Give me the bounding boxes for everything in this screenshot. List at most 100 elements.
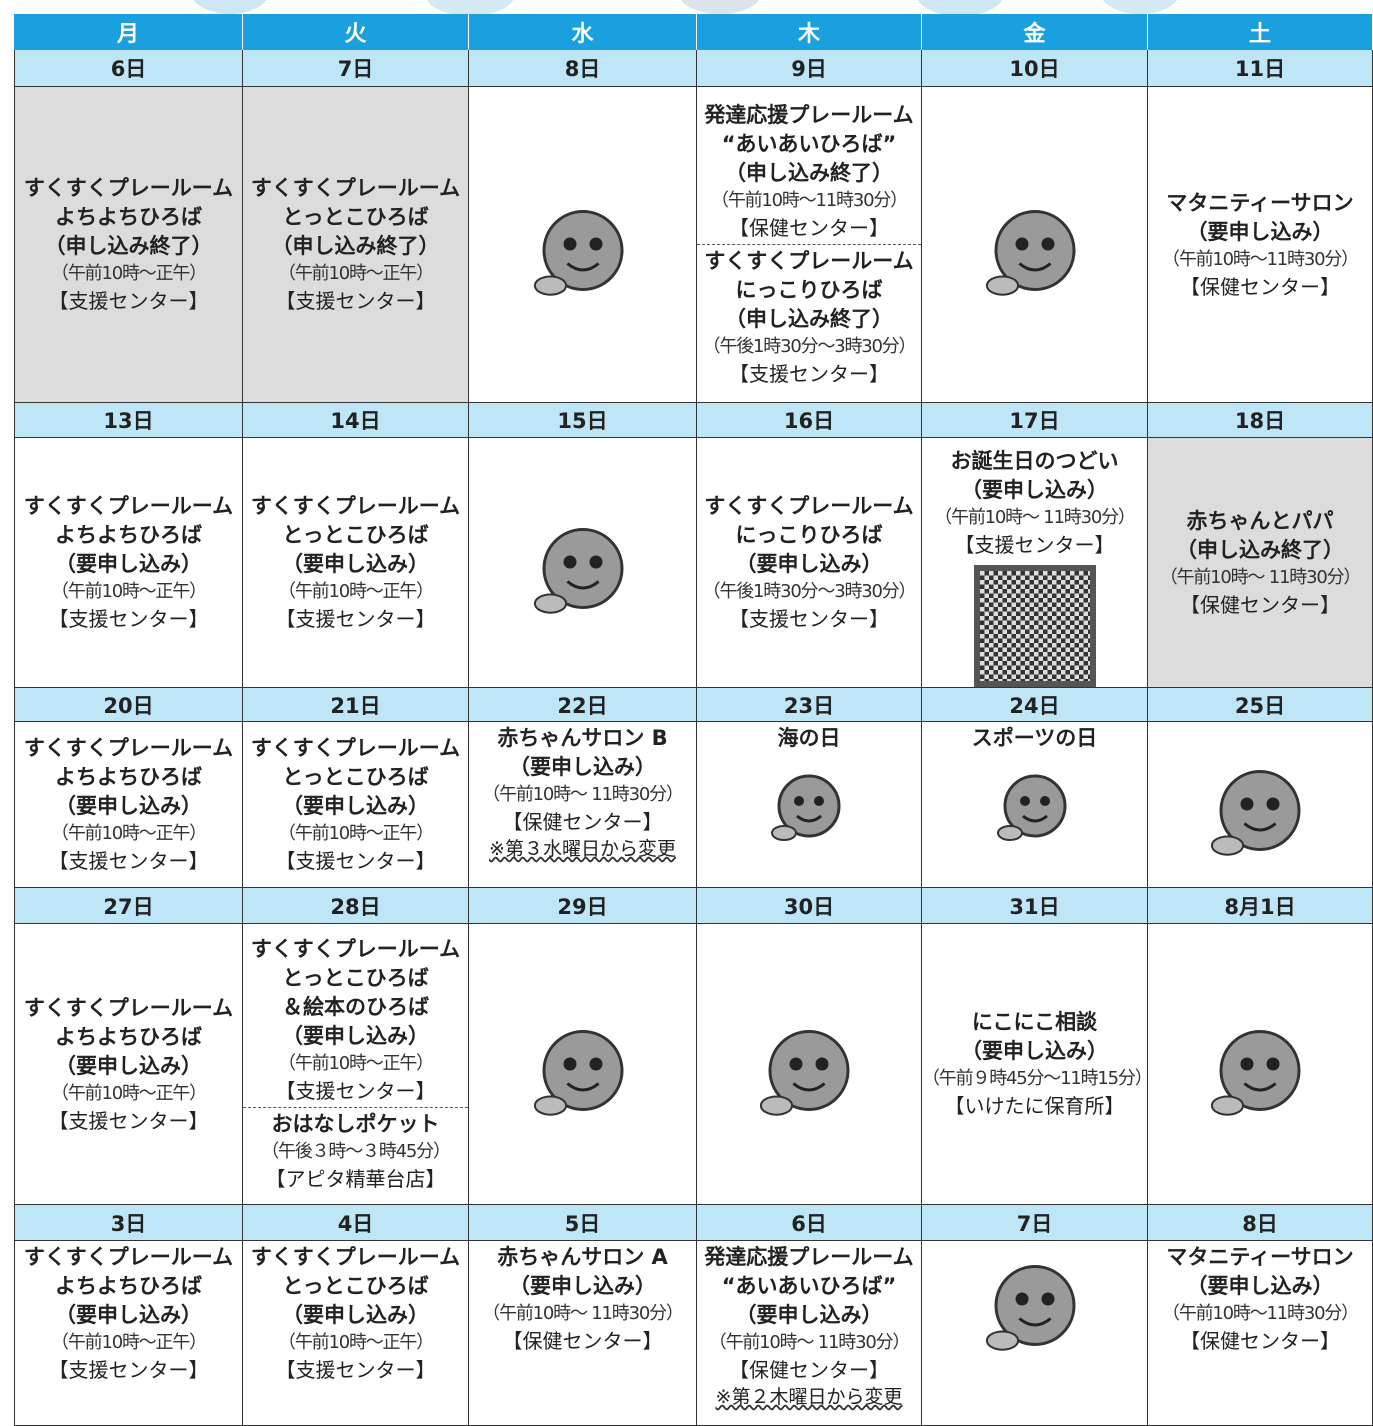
event-time: （午前10時～ 11時30分） — [708, 1332, 911, 1353]
event-title: （申し込み終了） — [1176, 537, 1344, 562]
event-time: （午前10時～正午） — [278, 1053, 434, 1074]
event-place: 【支援センター】 — [275, 1079, 436, 1103]
event: すくすくプレールーム よちよちひろば （申し込み終了） （午前10時～正午） 【支援セン… — [15, 172, 242, 317]
date-label: 16日 — [697, 403, 922, 438]
weekday-header: 火 — [243, 14, 469, 50]
day-cell: 発達応援プレールーム “あいあいひろば” （要申し込み） （午前10時～ 11時30分… — [697, 1241, 922, 1426]
event: すくすくプレールーム とっとこひろば （申し込み終了） （午前10時～正午） 【支援セン… — [243, 172, 468, 317]
event-title: ＆絵本のひろば — [282, 995, 429, 1019]
day-cell: マタニティーサロン （要申し込み） （午前10時～11時30分） 【保健センター】 — [1148, 1241, 1373, 1426]
event-place: 【アピタ精華台店】 — [265, 1167, 446, 1191]
event-place: 【支援センター】 — [275, 289, 436, 313]
event-place: 【いけたに保育所】 — [944, 1094, 1125, 1118]
weekday-header: 木 — [697, 14, 922, 50]
event-time: （午前10時～正午） — [51, 263, 207, 284]
event-time: （午後1時30分～3時30分） — [702, 336, 917, 357]
event: すくすくプレールーム よちよちひろば （要申し込み） （午前10時～正午） 【支援センタ… — [15, 1241, 242, 1386]
day-cell — [469, 924, 697, 1205]
day-cell: すくすくプレールーム とっとこひろば （要申し込み） （午前10時～正午） 【支援センタ… — [243, 1241, 469, 1426]
event-time: （午前10時～正午） — [278, 263, 434, 284]
event-title: （要申し込み） — [1186, 219, 1334, 244]
date-label: 8日 — [469, 50, 697, 87]
event-title: “あいあいひろば” — [721, 1274, 897, 1298]
event-time: （午前10時～11時30分） — [711, 190, 908, 211]
day-cell: すくすくプレールーム よちよちひろば （要申し込み） （午前10時～正午） 【支援センタ… — [14, 438, 243, 688]
event-title: （申し込み終了） — [725, 307, 893, 331]
event-title: （要申し込み） — [282, 1024, 429, 1048]
date-label: 8月1日 — [1148, 888, 1373, 924]
event-time: （午前10時～ 11時30分） — [934, 506, 1136, 528]
day-cell — [697, 924, 922, 1205]
event-title: よちよちひろば — [55, 1274, 202, 1298]
event: マタニティーサロン （要申し込み） （午前10時～11時30分） 【保健センター】 — [1148, 187, 1372, 303]
event-time: （午前10時～ 11時30分） — [1159, 566, 1362, 588]
event-title: （要申し込み） — [55, 552, 202, 576]
date-label: 25日 — [1148, 688, 1373, 722]
event-place: 【保健センター】 — [1180, 1329, 1340, 1353]
event-title: （申し込み終了） — [725, 161, 893, 185]
day-cell: すくすくプレールーム よちよちひろば （要申し込み） （午前10時～正午） 【支援センタ… — [14, 924, 243, 1205]
day-cell: すくすくプレールーム よちよちひろば （申し込み終了） （午前10時～正午） 【支援セン… — [14, 87, 243, 403]
event-time: （午前10時～正午） — [51, 1332, 207, 1353]
event-title: 海の日 — [777, 726, 841, 750]
event-title: スポーツの日 — [971, 726, 1098, 750]
event-title: よちよちひろば — [55, 205, 202, 229]
day-cell: すくすくプレールーム とっとこひろば （要申し込み） （午前10時～正午） 【支援センタ… — [243, 722, 469, 888]
date-label: 6日 — [697, 1205, 922, 1241]
event: スポーツの日 — [922, 722, 1147, 755]
illustration — [759, 1029, 850, 1116]
event-title: 発達応援プレールーム — [704, 103, 914, 127]
day-cell: すくすくプレールーム とっとこひろば （要申し込み） （午前10時～正午） 【支援センタ… — [243, 438, 469, 688]
event: お誕生日のつどい （要申し込み） （午前10時～ 11時30分） 【支援センター】 — [922, 445, 1147, 561]
weekday-header: 水 — [469, 14, 697, 50]
event-title: 赤ちゃんサロン B — [497, 726, 668, 750]
event-title: （要申し込み） — [55, 1053, 202, 1078]
date-label: 18日 — [1148, 403, 1373, 438]
event-title: （要申し込み） — [961, 1039, 1108, 1063]
illustration — [771, 774, 841, 841]
event: すくすくプレールーム とっとこひろば （要申し込み） （午前10時～正午） 【支援センタ… — [243, 732, 468, 877]
event-title: よちよちひろば — [55, 523, 202, 547]
event-title: （要申し込み） — [55, 1303, 202, 1327]
event-title: とっとこひろば — [282, 1274, 429, 1298]
event-place: 【支援センター】 — [275, 1358, 436, 1382]
event-title: すくすくプレールーム — [23, 494, 234, 518]
event-title: すくすくプレールーム — [704, 249, 914, 273]
qr-code — [973, 564, 1096, 687]
event-title: とっとこひろば — [282, 966, 429, 990]
event-place: 【支援センター】 — [48, 1358, 209, 1382]
date-label: 31日 — [922, 888, 1148, 924]
event-title: すくすくプレールーム — [23, 1245, 234, 1269]
event-time: （午前10時～正午） — [278, 823, 434, 844]
event-time: （午前10時～11時30分） — [1162, 248, 1359, 270]
weekday-header: 月 — [14, 14, 243, 50]
event-title: マタニティーサロン — [1166, 190, 1354, 215]
date-label: 30日 — [697, 888, 922, 924]
event-title: （要申し込み） — [55, 794, 202, 818]
event: すくすくプレールーム にっこりひろば （要申し込み） （午後1時30分～3時30分） 【… — [697, 490, 921, 635]
date-label: 14日 — [243, 403, 469, 438]
event-place: 【保健センター】 — [1180, 592, 1340, 617]
event-time: （午前10時～ 11時30分） — [482, 1303, 684, 1324]
event-title: （要申し込み） — [282, 794, 429, 818]
event-title: おはなしポケット — [271, 1112, 440, 1136]
day-cell — [469, 438, 697, 688]
date-label: 22日 — [469, 688, 697, 722]
event: すくすくプレールーム よちよちひろば （要申し込み） （午前10時～正午） 【支援センタ… — [15, 732, 242, 877]
day-cell: にこにこ相談 （要申し込み） （午前９時45分～11時15分） 【いけたに保育所】 — [922, 924, 1148, 1205]
date-label: 6日 — [14, 50, 243, 87]
day-cell — [922, 87, 1148, 403]
event-title: （要申し込み） — [282, 1303, 429, 1327]
event-title: よちよちひろば — [55, 1024, 202, 1049]
date-label: 9日 — [697, 50, 922, 87]
event-title: （要申し込み） — [961, 477, 1108, 502]
date-label: 11日 — [1148, 50, 1373, 87]
event-title: にっこりひろば — [735, 523, 883, 547]
date-label: 21日 — [243, 688, 469, 722]
event-time: （午後３時～３時45分） — [261, 1141, 451, 1162]
date-label: 7日 — [243, 50, 469, 87]
event: すくすくプレールーム よちよちひろば （要申し込み） （午前10時～正午） 【支援センタ… — [15, 992, 242, 1137]
day-cell — [1148, 722, 1373, 888]
event-title: お誕生日のつどい — [950, 448, 1119, 473]
